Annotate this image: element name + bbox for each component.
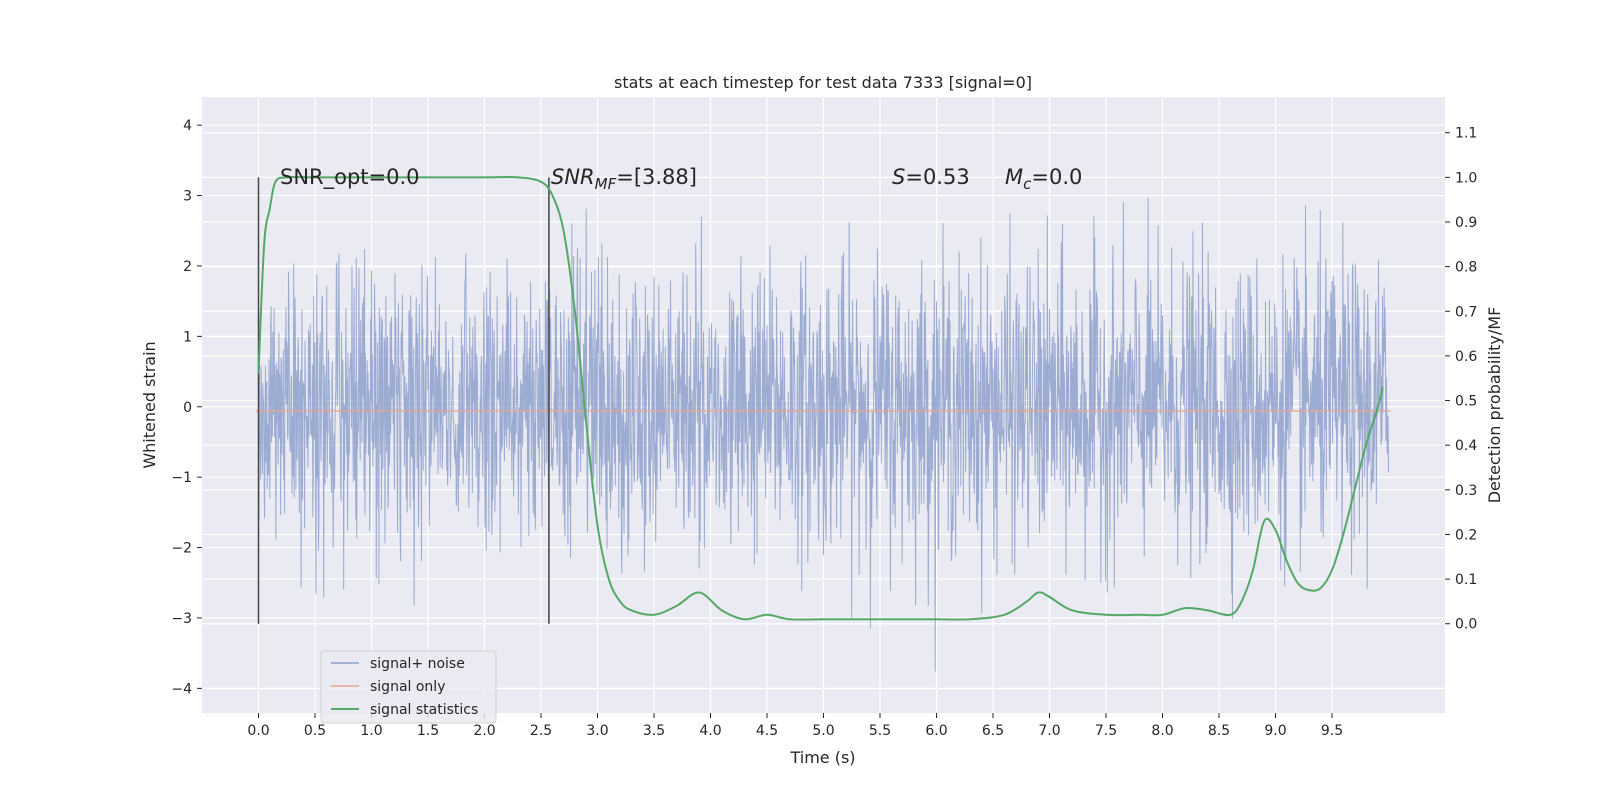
- x-tick-label: 9.0: [1264, 723, 1286, 739]
- y-ticks: 4 3 2 1 0 −1 −2 −3 −4: [171, 118, 202, 697]
- legend-label-signal-statistics: signal statistics: [370, 702, 478, 718]
- x-tick-label: 3.0: [586, 723, 608, 739]
- annotation-snr-mf-sub: MF: [595, 175, 617, 193]
- x-tick-label: 3.5: [643, 723, 665, 739]
- x-tick-label: 6.0: [925, 723, 947, 739]
- y2-tick-label: 0.4: [1455, 438, 1477, 454]
- y-axis-label: Whitened strain: [140, 341, 159, 468]
- annotation-s: S=0.53: [892, 165, 970, 189]
- x-tick-label: 6.5: [982, 723, 1004, 739]
- y2-tick-label: 0.9: [1455, 215, 1477, 231]
- x-tick-label: 5.0: [812, 723, 834, 739]
- y2-tick-label: 1.0: [1455, 170, 1477, 186]
- y-tick-label: 1: [183, 329, 192, 345]
- legend-label-signal-only: signal only: [370, 679, 445, 695]
- x-axis-label: Time (s): [789, 748, 855, 767]
- x-tick-label: 5.5: [869, 723, 891, 739]
- annotation-snr-opt: SNR_opt=0.0: [280, 165, 420, 190]
- signal-noise-line: [258, 197, 1389, 672]
- x-tick-label: 4.5: [756, 723, 778, 739]
- legend: signal+ noise signal only signal statist…: [320, 650, 497, 724]
- vertical-markers: [257, 177, 550, 624]
- y-tick-label: −3: [171, 611, 192, 627]
- annotation-mc-sub: c: [1023, 175, 1032, 193]
- annotation-snr-mf-name: SNR: [551, 165, 595, 189]
- y-tick-label: 4: [183, 118, 192, 134]
- signal-statistics-series: [257, 176, 1384, 621]
- y-tick-label: −2: [171, 541, 192, 557]
- y2-ticks: 1.1 1.0 0.9 0.8 0.7 0.6 0.5 0.4 0.3 0.2 0.1 0.0: [1445, 126, 1477, 633]
- x-tick-label: 7.0: [1038, 723, 1060, 739]
- y2-tick-label: 0.6: [1455, 349, 1477, 365]
- y2-tick-label: 0.7: [1455, 304, 1477, 320]
- y-tick-label: −4: [171, 681, 192, 697]
- legend-box: [320, 650, 497, 724]
- annotation-snr-mf: SNRMF=[3.88]: [551, 165, 697, 193]
- annotation-s-name: S: [892, 165, 905, 189]
- annotation-mc-value: =0.0: [1031, 165, 1082, 189]
- y-tick-label: −1: [171, 470, 192, 486]
- y-tick-label: 0: [183, 400, 192, 416]
- x-tick-label: 0.0: [247, 723, 269, 739]
- y2-tick-label: 0.0: [1455, 617, 1477, 633]
- x-tick-label: 2.5: [530, 723, 552, 739]
- x-tick-label: 0.5: [304, 723, 326, 739]
- signal-noise-series: [258, 197, 1389, 672]
- x-ticks: 0.0 0.5 1.0 1.5 2.0 2.5 3.0 3.5 4.0 4.5 5.0 5.5 6.0 6…: [247, 713, 1343, 739]
- annotation-mc: Mc=0.0: [1005, 165, 1082, 193]
- x-tick-label: 8.5: [1208, 723, 1230, 739]
- y2-tick-label: 0.8: [1455, 260, 1477, 276]
- y2-axis-label: Detection probability/MF: [1485, 307, 1504, 504]
- y2-tick-label: 0.5: [1455, 394, 1477, 410]
- x-tick-label: 1.0: [360, 723, 382, 739]
- legend-label-signal-noise: signal+ noise: [370, 656, 465, 672]
- x-tick-label: 2.0: [473, 723, 495, 739]
- y2-tick-label: 0.3: [1455, 483, 1477, 499]
- annotation-snr-mf-value: =[3.88]: [616, 165, 697, 189]
- annotation-s-value: =0.53: [905, 165, 969, 189]
- signal-statistics-line: [257, 176, 1384, 621]
- y2-tick-label: 0.1: [1455, 572, 1477, 588]
- x-tick-label: 1.5: [417, 723, 439, 739]
- y-tick-label: 2: [183, 259, 192, 275]
- x-tick-label: 8.0: [1151, 723, 1173, 739]
- y-tick-label: 3: [183, 189, 192, 205]
- x-tick-label: 9.5: [1321, 723, 1343, 739]
- y2-tick-label: 1.1: [1455, 126, 1477, 142]
- annotation-mc-name: M: [1005, 165, 1023, 189]
- x-tick-label: 4.0: [699, 723, 721, 739]
- chart-title: stats at each timestep for test data 733…: [614, 73, 1032, 92]
- x-tick-label: 7.5: [1095, 723, 1117, 739]
- y2-tick-label: 0.2: [1455, 527, 1477, 543]
